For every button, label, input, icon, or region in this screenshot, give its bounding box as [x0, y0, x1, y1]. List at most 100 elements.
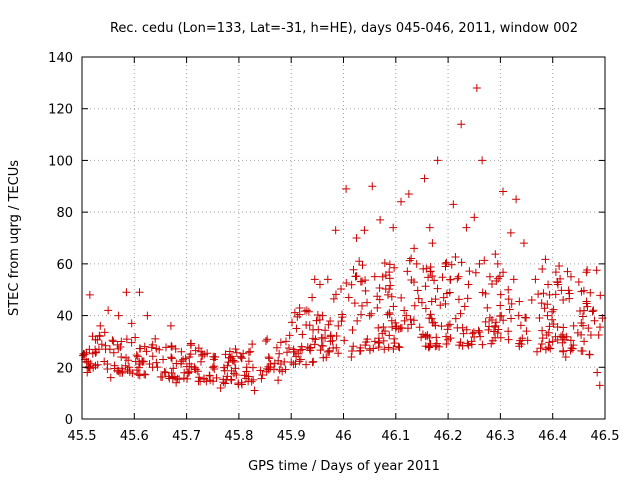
data-point [159, 355, 168, 364]
data-point [114, 344, 123, 353]
data-point [324, 320, 333, 329]
data-point [462, 325, 471, 334]
data-point [117, 352, 126, 361]
data-point [493, 329, 502, 338]
data-point [447, 260, 456, 269]
data-point [438, 273, 447, 282]
data-point [141, 370, 150, 379]
x-tick-label: 46.1 [381, 429, 410, 444]
data-point [467, 340, 476, 349]
data-point [347, 352, 356, 361]
data-point [492, 318, 501, 327]
data-point [426, 310, 435, 319]
data-point [127, 319, 136, 328]
data-point [347, 346, 356, 355]
data-point [231, 364, 240, 373]
data-point [433, 284, 442, 293]
grid-lines [82, 57, 605, 419]
data-point [475, 259, 484, 268]
data-point [472, 84, 481, 93]
data-point [242, 367, 251, 376]
data-point [458, 341, 467, 350]
data-point [443, 325, 452, 334]
data-point [593, 368, 602, 377]
data-point [363, 298, 372, 307]
data-point [103, 360, 112, 369]
data-point [256, 366, 265, 375]
data-point [553, 277, 562, 286]
data-point [392, 322, 401, 331]
data-point [308, 293, 317, 302]
data-point [168, 373, 177, 382]
data-point [426, 267, 435, 276]
data-point [566, 336, 575, 345]
data-point [162, 343, 171, 352]
data-point [276, 338, 285, 347]
data-point [358, 261, 367, 270]
data-point [496, 301, 505, 310]
data-point [465, 267, 474, 276]
data-point [425, 333, 434, 342]
data-point [574, 277, 583, 286]
data-point [409, 278, 418, 287]
data-point [383, 290, 392, 299]
data-point [421, 304, 430, 313]
data-point [577, 319, 586, 328]
data-point [463, 339, 472, 348]
x-tick-label: 46.4 [538, 429, 567, 444]
data-point [442, 332, 451, 341]
data-point [514, 311, 523, 320]
data-point [258, 371, 267, 380]
data-point [413, 286, 422, 295]
x-axis-label: GPS time / Days of year 2011 [248, 459, 440, 474]
data-point [122, 335, 131, 344]
data-point [143, 311, 152, 320]
data-point [585, 350, 594, 359]
data-point [504, 335, 513, 344]
data-point [449, 200, 458, 209]
data-point [414, 294, 423, 303]
data-point [544, 328, 553, 337]
data-point [519, 239, 528, 248]
data-point [323, 275, 332, 284]
data-point [400, 316, 409, 325]
data-point [263, 335, 272, 344]
data-point [441, 299, 450, 308]
data-point [145, 360, 154, 369]
data-point [230, 369, 239, 378]
data-point [433, 156, 442, 165]
data-point [325, 346, 334, 355]
data-point [262, 367, 271, 376]
data-point [83, 368, 92, 377]
data-point [538, 265, 547, 274]
data-point [531, 275, 540, 284]
data-point [310, 275, 319, 284]
data-point [331, 226, 340, 235]
data-point [248, 340, 257, 349]
y-tick-label: 20 [56, 361, 73, 376]
data-point [276, 359, 285, 368]
data-point [375, 283, 384, 292]
data-point [493, 259, 502, 268]
data-point [559, 346, 568, 355]
y-tick-label: 80 [56, 206, 73, 221]
data-point [496, 333, 505, 342]
data-point [516, 336, 525, 345]
data-point [132, 351, 141, 360]
data-point [185, 367, 194, 376]
data-point [541, 255, 550, 264]
data-point [106, 373, 115, 382]
data-point [487, 339, 496, 348]
data-point [515, 297, 524, 306]
data-point [573, 328, 582, 337]
data-point [275, 349, 284, 358]
data-point [304, 307, 313, 316]
data-point [177, 347, 186, 356]
data-point [104, 306, 113, 315]
data-point [425, 343, 434, 352]
data-point [545, 338, 554, 347]
data-point [521, 313, 530, 322]
data-point [246, 347, 255, 356]
data-point [483, 303, 492, 312]
data-point [374, 323, 383, 332]
